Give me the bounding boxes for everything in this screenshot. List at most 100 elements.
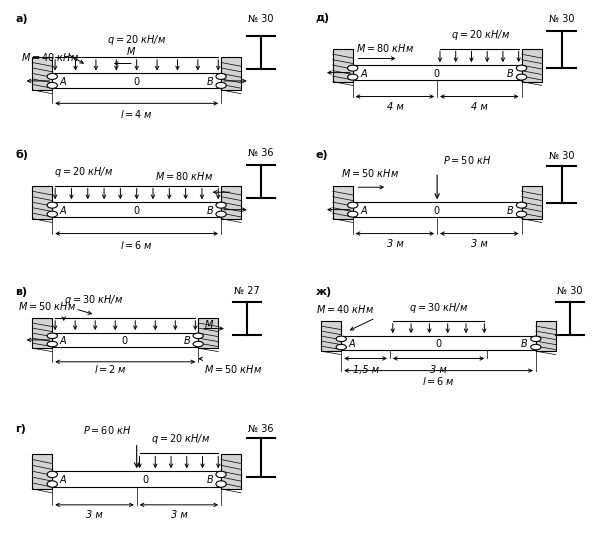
Text: $B$: $B$ [205, 473, 214, 485]
Text: $B$: $B$ [183, 334, 191, 346]
Circle shape [516, 74, 527, 80]
Bar [353, 65, 522, 80]
Circle shape [516, 65, 527, 71]
Text: № 30: № 30 [557, 286, 583, 296]
Text: 3 м: 3 м [86, 510, 103, 520]
Circle shape [193, 341, 203, 347]
Text: $A$: $A$ [59, 204, 68, 215]
Text: № 30: № 30 [549, 152, 574, 161]
Text: 3 м: 3 м [170, 510, 187, 520]
Circle shape [47, 211, 57, 217]
Text: $B$: $B$ [506, 66, 514, 79]
Circle shape [216, 202, 226, 208]
Text: № 27: № 27 [234, 286, 260, 296]
Circle shape [336, 336, 346, 341]
Circle shape [47, 202, 57, 208]
Text: $q = 20$ кН/м: $q = 20$ кН/м [54, 165, 113, 179]
Circle shape [336, 344, 346, 350]
Text: $q = 30$ кН/м: $q = 30$ кН/м [409, 301, 468, 315]
Text: ж): ж) [315, 287, 332, 297]
Bar [221, 454, 241, 489]
Text: № 30: № 30 [549, 15, 574, 25]
Text: $0$: $0$ [433, 204, 441, 215]
Circle shape [531, 336, 541, 341]
Circle shape [216, 481, 226, 487]
Circle shape [47, 481, 57, 487]
Text: 4 м: 4 м [387, 102, 403, 112]
Circle shape [516, 211, 527, 217]
Bar [536, 321, 556, 351]
Circle shape [348, 74, 358, 80]
Text: $A$: $A$ [360, 204, 368, 215]
Bar [198, 318, 218, 348]
Bar [332, 49, 353, 81]
Text: 3 м: 3 м [430, 364, 447, 374]
Bar [53, 333, 198, 347]
Text: $A$: $A$ [59, 473, 68, 485]
Bar [353, 202, 522, 217]
Text: $M$: $M$ [126, 45, 136, 57]
Bar [221, 57, 241, 90]
Bar [53, 202, 221, 217]
Text: $P = 60$ кН: $P = 60$ кН [82, 424, 131, 436]
Bar [342, 336, 536, 350]
Bar [221, 186, 241, 219]
Text: $M = 80$ кНм: $M = 80$ кНм [356, 41, 414, 54]
Bar [332, 186, 353, 219]
Text: $q = 20$ кН/м: $q = 20$ кН/м [151, 432, 210, 446]
Bar [32, 318, 53, 348]
Text: $A$: $A$ [348, 337, 357, 349]
Circle shape [47, 83, 57, 88]
Text: 4 м: 4 м [471, 102, 488, 112]
Text: $M$: $M$ [204, 318, 214, 330]
Text: в): в) [15, 287, 27, 297]
Bar [321, 321, 342, 351]
Text: № 36: № 36 [249, 425, 274, 434]
Text: $q = 20$ кН/м: $q = 20$ кН/м [452, 28, 511, 42]
Text: $P = 50$ кН: $P = 50$ кН [443, 153, 491, 166]
Text: $0$: $0$ [122, 334, 129, 346]
Text: е): е) [315, 150, 328, 160]
Text: б): б) [15, 150, 28, 160]
Text: $B$: $B$ [205, 204, 214, 215]
Circle shape [47, 333, 57, 339]
Circle shape [216, 471, 226, 478]
Text: $l = 4$ м: $l = 4$ м [120, 108, 153, 121]
Bar [32, 57, 53, 90]
Circle shape [348, 65, 358, 71]
Text: $A$: $A$ [59, 334, 68, 346]
Circle shape [193, 333, 203, 339]
Text: $A$: $A$ [59, 75, 68, 87]
Circle shape [47, 74, 57, 79]
Text: $M = 50$ кНм: $M = 50$ кНм [18, 300, 76, 312]
Text: $0$: $0$ [133, 75, 141, 87]
Text: $M = 80$ кНм: $M = 80$ кНм [155, 170, 213, 182]
Circle shape [216, 83, 226, 88]
Circle shape [348, 202, 358, 208]
Bar [522, 186, 541, 219]
Text: г): г) [15, 424, 26, 434]
Text: $A$: $A$ [360, 66, 368, 79]
Text: $0$: $0$ [142, 473, 149, 485]
Text: $M = 50$ кНм: $M = 50$ кНм [342, 167, 400, 179]
Text: № 30: № 30 [249, 15, 274, 25]
Circle shape [47, 341, 57, 347]
Text: а): а) [15, 15, 27, 25]
Text: д): д) [315, 13, 330, 23]
Circle shape [216, 74, 226, 79]
Circle shape [216, 211, 226, 217]
Text: $B$: $B$ [521, 337, 529, 349]
Text: $0$: $0$ [133, 204, 141, 215]
Text: $0$: $0$ [433, 66, 441, 79]
Text: $M = 50$ кНм: $M = 50$ кНм [204, 363, 262, 376]
Circle shape [516, 202, 527, 208]
Text: $l = 6$ м: $l = 6$ м [422, 375, 455, 387]
Text: 3 м: 3 м [387, 239, 403, 248]
Circle shape [531, 344, 541, 350]
Circle shape [348, 211, 358, 217]
Text: $l = 6$ м: $l = 6$ м [120, 239, 153, 251]
Bar [32, 454, 53, 489]
Text: $M = 40$ кНм: $M = 40$ кНм [315, 303, 373, 315]
Text: $q = 20$ кН/м: $q = 20$ кН/м [107, 33, 166, 47]
Bar [53, 74, 221, 88]
